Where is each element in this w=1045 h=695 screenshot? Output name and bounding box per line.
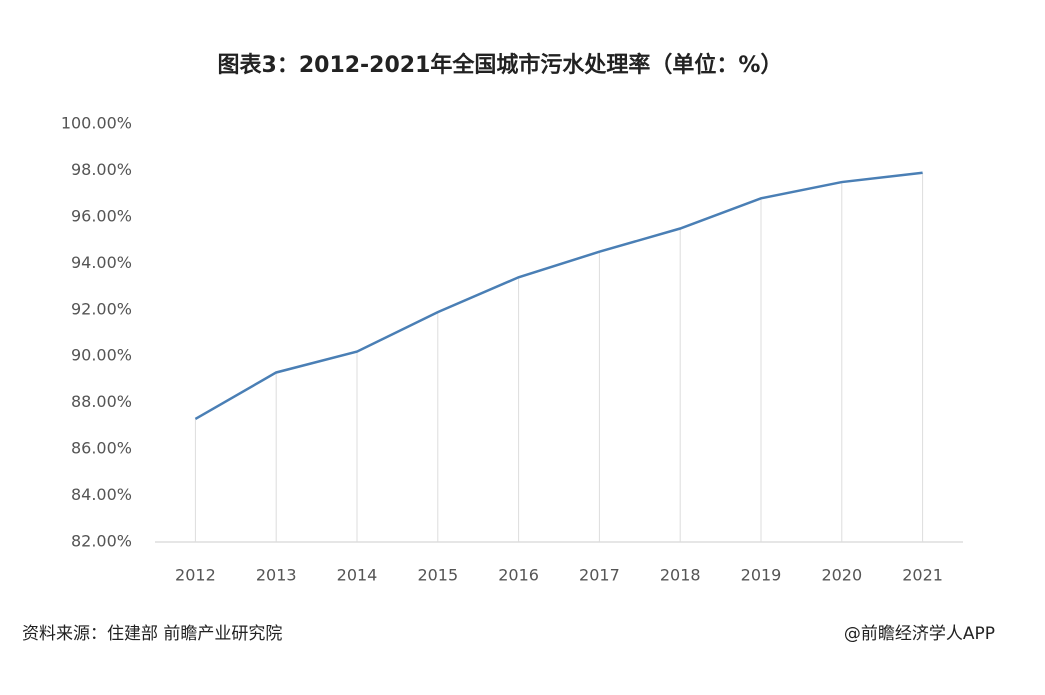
x-tick-label: 2012 xyxy=(175,566,216,585)
data-line xyxy=(194,171,923,421)
x-tick-label: 2017 xyxy=(579,566,620,585)
y-tick-label: 90.00% xyxy=(71,346,132,365)
y-tick-label: 84.00% xyxy=(71,485,132,504)
y-tick-label: 96.00% xyxy=(71,206,132,225)
x-tick-label: 2014 xyxy=(337,566,378,585)
y-tick-label: 82.00% xyxy=(71,532,132,551)
x-tick-label: 2021 xyxy=(902,566,943,585)
y-tick-label: 100.00% xyxy=(61,114,132,133)
y-tick-label: 92.00% xyxy=(71,299,132,318)
x-tick-label: 2015 xyxy=(417,566,458,585)
x-tick-label: 2016 xyxy=(498,566,539,585)
chart-title: 图表3：2012-2021年全国城市污水处理率（单位：%） xyxy=(218,52,783,78)
y-tick-label: 98.00% xyxy=(71,160,132,179)
y-tick-label: 94.00% xyxy=(71,253,132,272)
x-tick-label: 2018 xyxy=(660,566,701,585)
x-tick-label: 2020 xyxy=(821,566,862,585)
x-tick-label: 2019 xyxy=(741,566,782,585)
x-tick-label: 2013 xyxy=(256,566,297,585)
y-tick-label: 86.00% xyxy=(71,439,132,458)
source-note: 资料来源：住建部 前瞻产业研究院 xyxy=(22,624,282,644)
credit-note: @前瞻经济学人APP xyxy=(844,624,995,644)
y-tick-label: 88.00% xyxy=(71,392,132,411)
